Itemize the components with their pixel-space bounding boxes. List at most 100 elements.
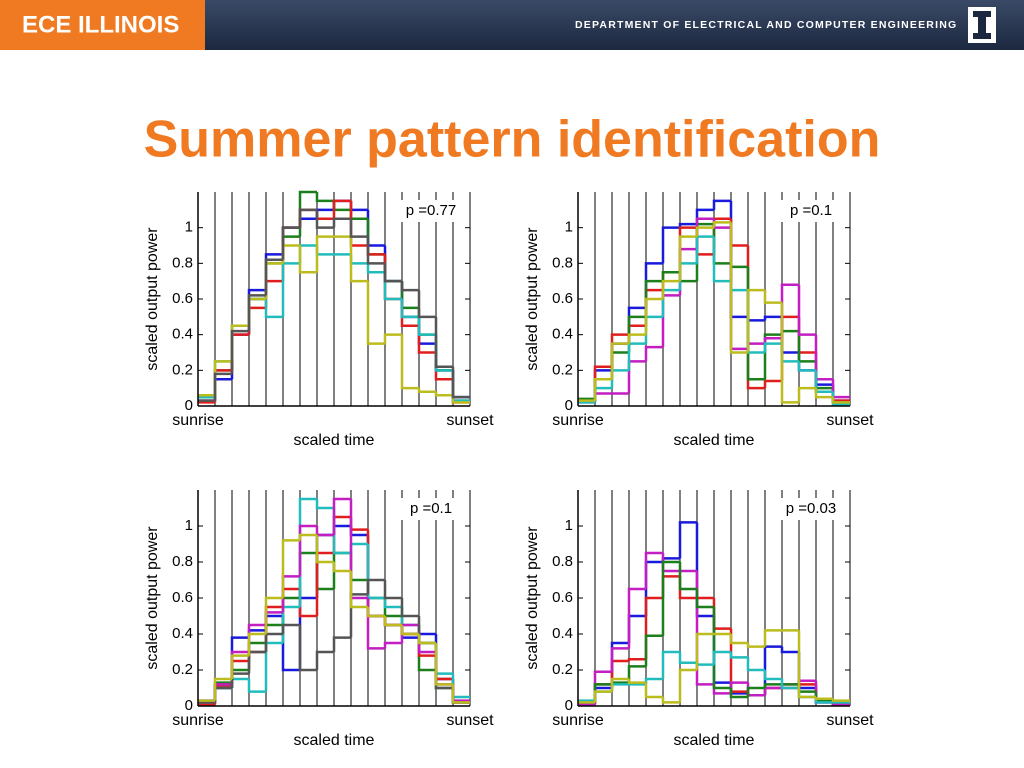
step-segment (644, 297, 663, 335)
step-segment (400, 334, 419, 390)
step-segment (695, 226, 714, 237)
y-tick-label: 1 (185, 517, 193, 534)
step-segment (763, 686, 782, 696)
step-segment (332, 636, 351, 652)
step-segment (400, 625, 419, 639)
step-segment (434, 643, 453, 686)
step-segment (746, 288, 765, 353)
step-segment (627, 665, 646, 683)
step-segment (763, 290, 782, 304)
step-segment (247, 679, 266, 693)
step-segment (366, 607, 385, 618)
y-tick-label: 0.4 (552, 625, 573, 642)
step-segment (298, 208, 317, 228)
step-segment (695, 571, 714, 686)
y-tick-label: 0.8 (552, 254, 573, 271)
step-segment (712, 650, 731, 665)
step-segment (763, 315, 782, 321)
step-segment (593, 690, 612, 703)
step-segment (400, 281, 419, 319)
step-segment (366, 529, 385, 618)
step-segment (695, 632, 714, 670)
step-segment (332, 515, 351, 553)
step-segment (797, 361, 816, 372)
step-segment (797, 652, 816, 690)
step-segment (434, 391, 453, 397)
x-axis-label: scaled time (674, 732, 755, 749)
step-segment (315, 209, 334, 229)
step-segment (763, 333, 782, 380)
step-segment (627, 324, 646, 335)
step-segment (729, 688, 748, 699)
step-segment (610, 369, 629, 389)
step-segment (434, 316, 453, 369)
y-tick-label: 0.4 (172, 326, 193, 343)
step-segment (451, 370, 470, 399)
step-segment (281, 623, 300, 634)
step-segment (661, 271, 680, 282)
step-segment (417, 290, 436, 319)
step-segment (315, 208, 334, 219)
step-segment (610, 351, 629, 380)
step-segment (366, 598, 385, 650)
step-segment (712, 199, 731, 210)
step-segment (451, 673, 470, 699)
step-segment (763, 379, 782, 389)
step-segment (593, 369, 612, 401)
step-segment (661, 288, 680, 317)
step-segment (661, 279, 680, 299)
step-segment (746, 686, 765, 697)
step-segment (797, 630, 816, 699)
step-segment (247, 294, 266, 332)
y-tick-label: 0.8 (552, 553, 573, 570)
step-segment (213, 677, 232, 701)
annotation: p =0.03 (786, 500, 836, 517)
step-segment (678, 235, 697, 282)
step-segment (610, 683, 629, 692)
step-segment (831, 698, 850, 702)
step-segment (230, 636, 249, 688)
step-segment (678, 262, 697, 291)
annotation-box (395, 200, 467, 222)
step-segment (230, 329, 249, 374)
step-segment (610, 659, 629, 685)
step-segment (349, 593, 368, 638)
step-segment (349, 218, 368, 238)
step-segment (400, 299, 419, 327)
step-segment (763, 336, 782, 344)
step-segment (213, 686, 232, 703)
step-segment (644, 315, 663, 344)
step-segment (298, 589, 317, 618)
step-segment (627, 657, 646, 661)
step-segment (644, 551, 663, 589)
y-tick-label: 0.6 (552, 290, 573, 307)
step-segment (247, 297, 266, 326)
step-segment (349, 571, 368, 609)
step-segment (264, 641, 283, 692)
step-segment (678, 272, 697, 283)
step-segment (383, 616, 402, 627)
step-segment (451, 679, 470, 704)
step-segment (264, 614, 283, 631)
step-segment (230, 333, 249, 380)
step-segment (315, 526, 334, 537)
step-segment (383, 254, 402, 301)
step-segment (434, 643, 453, 675)
step-segment (332, 199, 351, 219)
step-segment (610, 677, 629, 692)
step-segment (332, 524, 351, 535)
step-segment (451, 379, 470, 404)
y-tick-label: 0.8 (172, 553, 193, 570)
step-segment (678, 576, 697, 600)
step-segment (315, 235, 334, 273)
y-axis-label: scaled output power (524, 227, 541, 371)
step-segment (434, 334, 453, 372)
x-tick-label: sunrise (552, 712, 604, 729)
step-segment (644, 560, 663, 616)
step-segment (814, 388, 833, 399)
step-segment (678, 521, 697, 559)
step-segment (780, 316, 799, 354)
step-segment (230, 654, 249, 679)
